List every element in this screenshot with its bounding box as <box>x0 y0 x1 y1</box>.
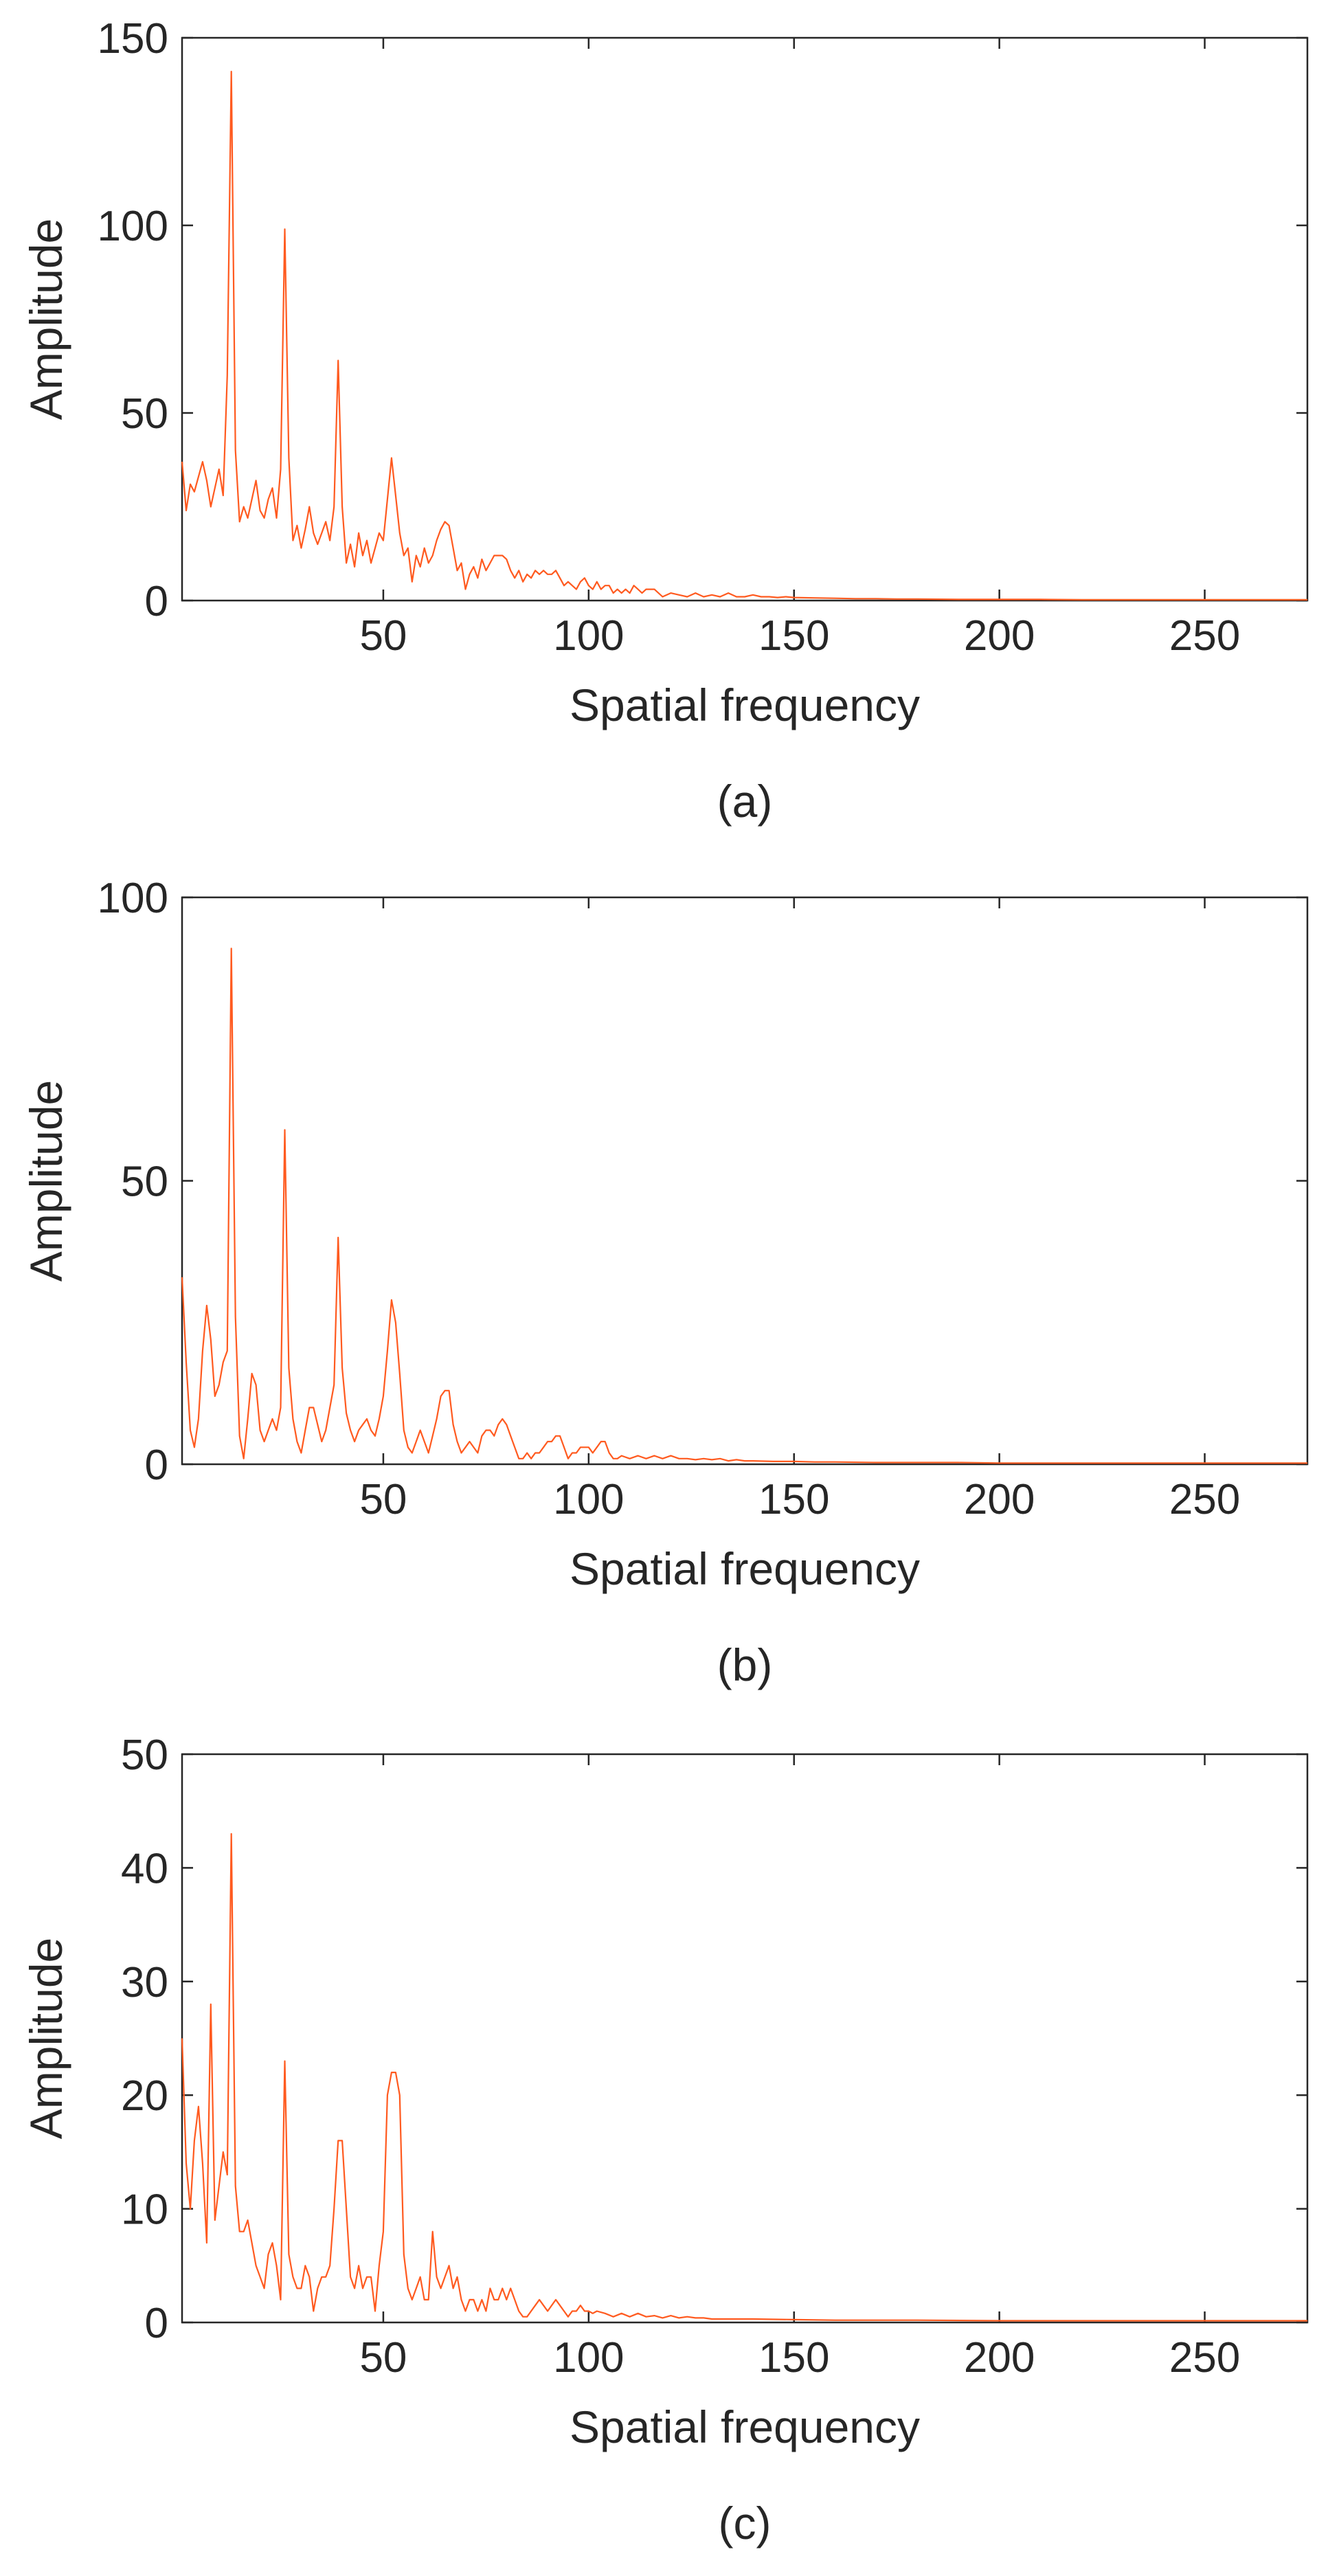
x-tick-label: 100 <box>553 1476 624 1523</box>
y-tick-label: 50 <box>121 1158 168 1206</box>
y-tick-label: 40 <box>121 1845 168 1892</box>
x-axis-label: Spatial frequency <box>570 1543 920 1594</box>
x-tick-label: 200 <box>964 1476 1035 1523</box>
y-tick-label: 100 <box>98 875 168 922</box>
x-tick-label: 50 <box>359 612 407 660</box>
x-tick-label: 250 <box>1169 612 1240 660</box>
plot-area-frame <box>181 36 1309 602</box>
x-tick-label: 100 <box>553 612 624 660</box>
chart-panel-1: 50 100 150 200 250 0 50 100 150 Spatial frequency… <box>21 15 1309 827</box>
y-tick-label: 50 <box>121 1732 168 1779</box>
x-tick-label: 150 <box>758 1476 829 1523</box>
x-tick-label: 50 <box>359 2334 407 2382</box>
y-tick-label: 10 <box>121 2186 168 2234</box>
chart-panel-3: 50 100 150 200 250 0 10 20 30 40 50 Spatial frequen… <box>21 1732 1309 2549</box>
y-tick-label: 150 <box>98 15 168 63</box>
y-tick-label: 50 <box>121 390 168 438</box>
y-tick-label: 30 <box>121 1959 168 2006</box>
y-tick-label: 0 <box>145 578 168 625</box>
x-tick-label: 50 <box>359 1476 407 1523</box>
y-tick-label: 0 <box>145 1442 168 1489</box>
x-tick-label: 250 <box>1169 1476 1240 1523</box>
y-tick-label: 0 <box>145 2300 168 2347</box>
x-axis-label: Spatial frequency <box>570 2401 920 2452</box>
amplitude-series-line <box>181 1833 1307 2322</box>
y-axis-label: Amplitude <box>21 219 71 421</box>
x-tick-label: 250 <box>1169 2334 1240 2382</box>
x-tick-label: 150 <box>758 612 829 660</box>
y-axis-label: Amplitude <box>21 1938 71 2140</box>
panel-label: (b) <box>717 1639 773 1690</box>
x-tick-label: 200 <box>964 2334 1035 2382</box>
x-axis-label: Spatial frequency <box>570 680 920 730</box>
plot-area-frame <box>181 896 1309 1466</box>
y-tick-label: 100 <box>98 203 168 250</box>
x-tick-label: 100 <box>553 2334 624 2382</box>
amplitude-series-line <box>181 948 1307 1464</box>
panel-label: (c) <box>719 2498 772 2549</box>
amplitude-series-line <box>181 71 1307 601</box>
plot-area-frame <box>181 1753 1309 2324</box>
y-axis-label: Amplitude <box>21 1080 71 1282</box>
x-tick-label: 200 <box>964 612 1035 660</box>
chart-panel-2: 50 100 150 200 250 0 50 100 Spatial frequency Amp… <box>21 875 1309 1690</box>
panel-label: (a) <box>717 776 773 827</box>
x-tick-label: 150 <box>758 2334 829 2382</box>
y-tick-label: 20 <box>121 2072 168 2120</box>
